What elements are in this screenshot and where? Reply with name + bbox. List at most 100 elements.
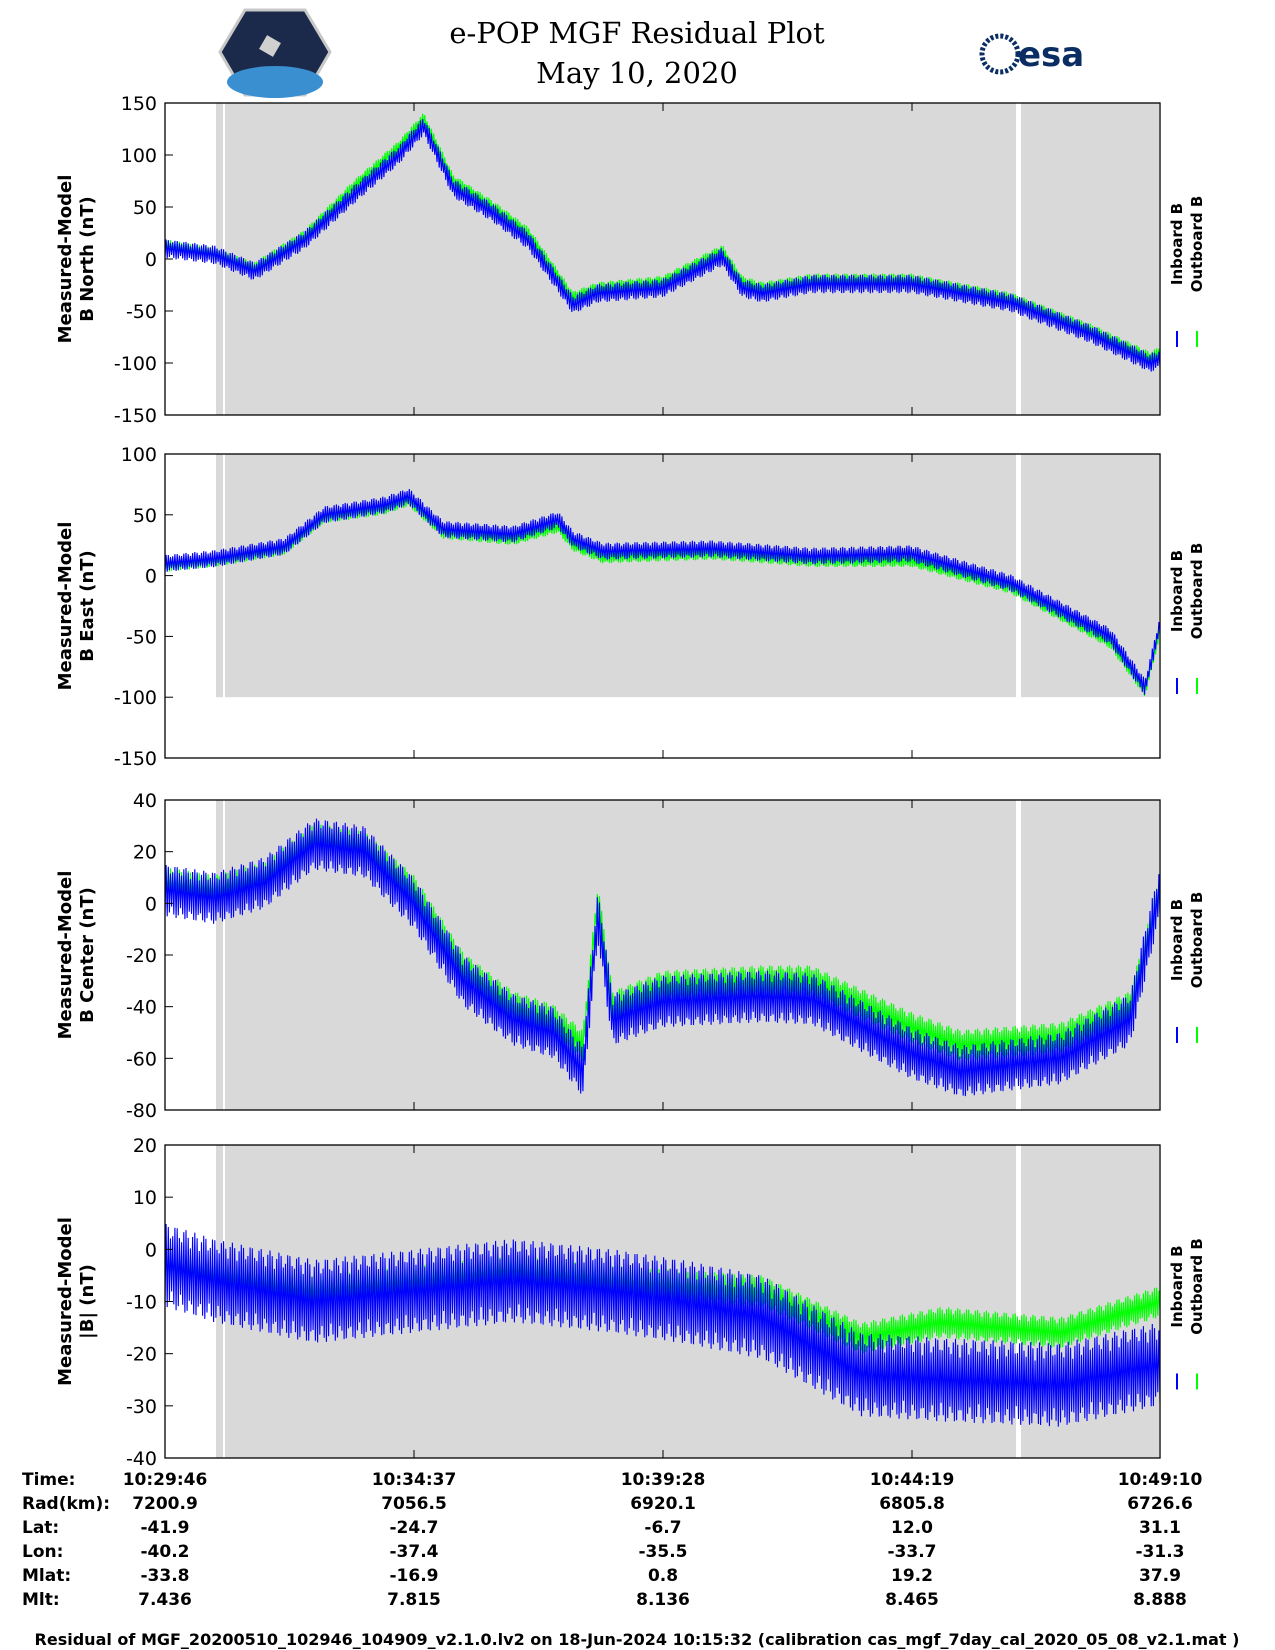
y-tick-label: 0 xyxy=(145,249,157,271)
table-cell: -24.7 xyxy=(390,1518,439,1538)
series-inboard-b xyxy=(164,119,1161,372)
table-cell: 19.2 xyxy=(891,1566,933,1586)
y-tick-label: -100 xyxy=(114,687,157,709)
table-cell: 7.815 xyxy=(387,1590,441,1610)
cassiope-logo: cassiope-mission-patch xyxy=(218,8,332,98)
y-tick-label: -150 xyxy=(114,748,157,770)
table-cell: 8.136 xyxy=(636,1590,690,1610)
shaded-region xyxy=(1021,800,1159,1110)
legend: Inboard B Outboard B xyxy=(1168,543,1206,694)
y-tick-label: 50 xyxy=(133,505,157,527)
y-tick-label: 20 xyxy=(133,842,157,864)
table-row-label: Lon: xyxy=(22,1542,63,1562)
y-tick-label: 20 xyxy=(133,1135,157,1157)
page-title: e-POP MGF Residual Plot xyxy=(449,16,825,50)
y-tick-label: -150 xyxy=(114,405,157,427)
panel-b-north: 150 100 50 0 -50 -100 -150 Measured-ModelB Nort… xyxy=(55,93,1206,427)
y-tick-label: -100 xyxy=(114,353,157,375)
y-tick-label: -60 xyxy=(126,1048,157,1070)
y-tick-label: -80 xyxy=(126,1100,157,1122)
panel-b-center: 40 20 0 -20 -40 -60 -80 Measured-ModelB Center … xyxy=(55,790,1206,1122)
legend-outboard-label: Outboard B xyxy=(1188,196,1206,293)
legend: Inboard B Outboard B xyxy=(1168,196,1206,347)
y-tick-label: 0 xyxy=(145,566,157,588)
table-cell: 7200.9 xyxy=(132,1494,198,1514)
y-tick-label: -50 xyxy=(126,626,157,648)
table-cell: 6920.1 xyxy=(630,1494,696,1514)
y-tick-label: 150 xyxy=(121,93,157,115)
y-tick-label: -20 xyxy=(126,945,157,967)
y-tick-label: 100 xyxy=(121,145,157,167)
shaded-region xyxy=(225,454,1016,698)
table-cell: 37.9 xyxy=(1139,1566,1181,1586)
orbit-table: Time: Rad(km): Lat: Lon: Mlat: Mlt: 10:29:46 72… xyxy=(22,1470,1202,1610)
shaded-region xyxy=(216,800,223,1110)
table-cell: 7.436 xyxy=(138,1590,192,1610)
table-cell: 0.8 xyxy=(648,1566,678,1586)
table-cell: 6805.8 xyxy=(879,1494,945,1514)
y-tick-label: -40 xyxy=(126,997,157,1019)
esa-logo-text: esa xyxy=(1018,35,1084,75)
table-cell: 10:44:19 xyxy=(870,1470,955,1490)
panel-b-total: 20 10 0 -10 -20 -30 -40 Measured-Model|B| (nT) I… xyxy=(55,1135,1206,1470)
y-tick-label: 0 xyxy=(145,893,157,915)
table-cell: 12.0 xyxy=(891,1518,933,1538)
legend-inboard-label: Inboard B xyxy=(1168,899,1186,981)
shaded-region xyxy=(1021,103,1159,415)
shaded-region xyxy=(1021,454,1159,698)
table-cell: -37.4 xyxy=(390,1542,439,1562)
table-cell: -33.7 xyxy=(888,1542,937,1562)
legend-outboard-label: Outboard B xyxy=(1188,543,1206,640)
y-axis-label: Measured-ModelB North (nT) xyxy=(55,175,98,344)
y-tick-label: -20 xyxy=(126,1344,157,1366)
legend: Inboard B Outboard B xyxy=(1168,892,1206,1043)
table-cell: 10:29:46 xyxy=(123,1470,208,1490)
table-cell: 7056.5 xyxy=(381,1494,447,1514)
y-tick-label: -50 xyxy=(126,301,157,323)
shaded-region xyxy=(225,103,1016,415)
table-cell: 31.1 xyxy=(1139,1518,1181,1538)
table-row-label: Rad(km): xyxy=(22,1494,110,1514)
y-tick-label: 40 xyxy=(133,790,157,812)
panel-b-east: 100 50 0 -50 -100 -150 Measured-ModelB East (n… xyxy=(55,444,1206,770)
y-tick-label: -30 xyxy=(126,1396,157,1418)
y-tick-label: 100 xyxy=(121,444,157,466)
table-row-label: Mlat: xyxy=(22,1566,71,1586)
series-inboard-b xyxy=(164,1223,1161,1427)
table-cell: -40.2 xyxy=(141,1542,190,1562)
legend-inboard-label: Inboard B xyxy=(1168,203,1186,285)
table-cell: 10:39:28 xyxy=(621,1470,706,1490)
y-tick-label: -10 xyxy=(126,1292,157,1314)
table-cell: -16.9 xyxy=(390,1566,439,1586)
y-axis-label: Measured-ModelB East (nT) xyxy=(55,522,98,691)
table-cell: 8.888 xyxy=(1133,1590,1187,1610)
table-cell: -35.5 xyxy=(639,1542,688,1562)
table-cell: -31.3 xyxy=(1136,1542,1185,1562)
table-row-label: Lat: xyxy=(22,1518,59,1538)
legend-inboard-label: Inboard B xyxy=(1168,550,1186,632)
table-cell: 8.465 xyxy=(885,1590,939,1610)
series-outboard-b xyxy=(164,495,1161,697)
y-axis-label: Measured-Model|B| (nT) xyxy=(55,1217,98,1386)
table-row-label: Time: xyxy=(22,1470,75,1490)
table-cell: -6.7 xyxy=(644,1518,681,1538)
series-inboard-b xyxy=(164,818,1161,1097)
table-cell: -33.8 xyxy=(141,1566,190,1586)
shaded-region xyxy=(216,454,223,698)
y-tick-label: 50 xyxy=(133,197,157,219)
table-cell: 10:34:37 xyxy=(372,1470,457,1490)
footer-caption: Residual of MGF_20200510_102946_104909_v… xyxy=(35,1630,1240,1649)
legend-outboard-label: Outboard B xyxy=(1188,892,1206,989)
legend-inboard-label: Inboard B xyxy=(1168,1245,1186,1327)
page-date: May 10, 2020 xyxy=(536,56,738,90)
legend: Inboard B Outboard B xyxy=(1168,1238,1206,1390)
table-row-label: Mlt: xyxy=(22,1590,60,1610)
y-axis-label: Measured-ModelB Center (nT) xyxy=(55,871,98,1040)
y-tick-label: -40 xyxy=(126,1448,157,1470)
table-cell: 6726.6 xyxy=(1127,1494,1193,1514)
series-inboard-b xyxy=(164,488,1161,695)
esa-logo: esa xyxy=(979,33,1084,75)
legend-outboard-label: Outboard B xyxy=(1188,1238,1206,1335)
table-cell: -41.9 xyxy=(141,1518,190,1538)
